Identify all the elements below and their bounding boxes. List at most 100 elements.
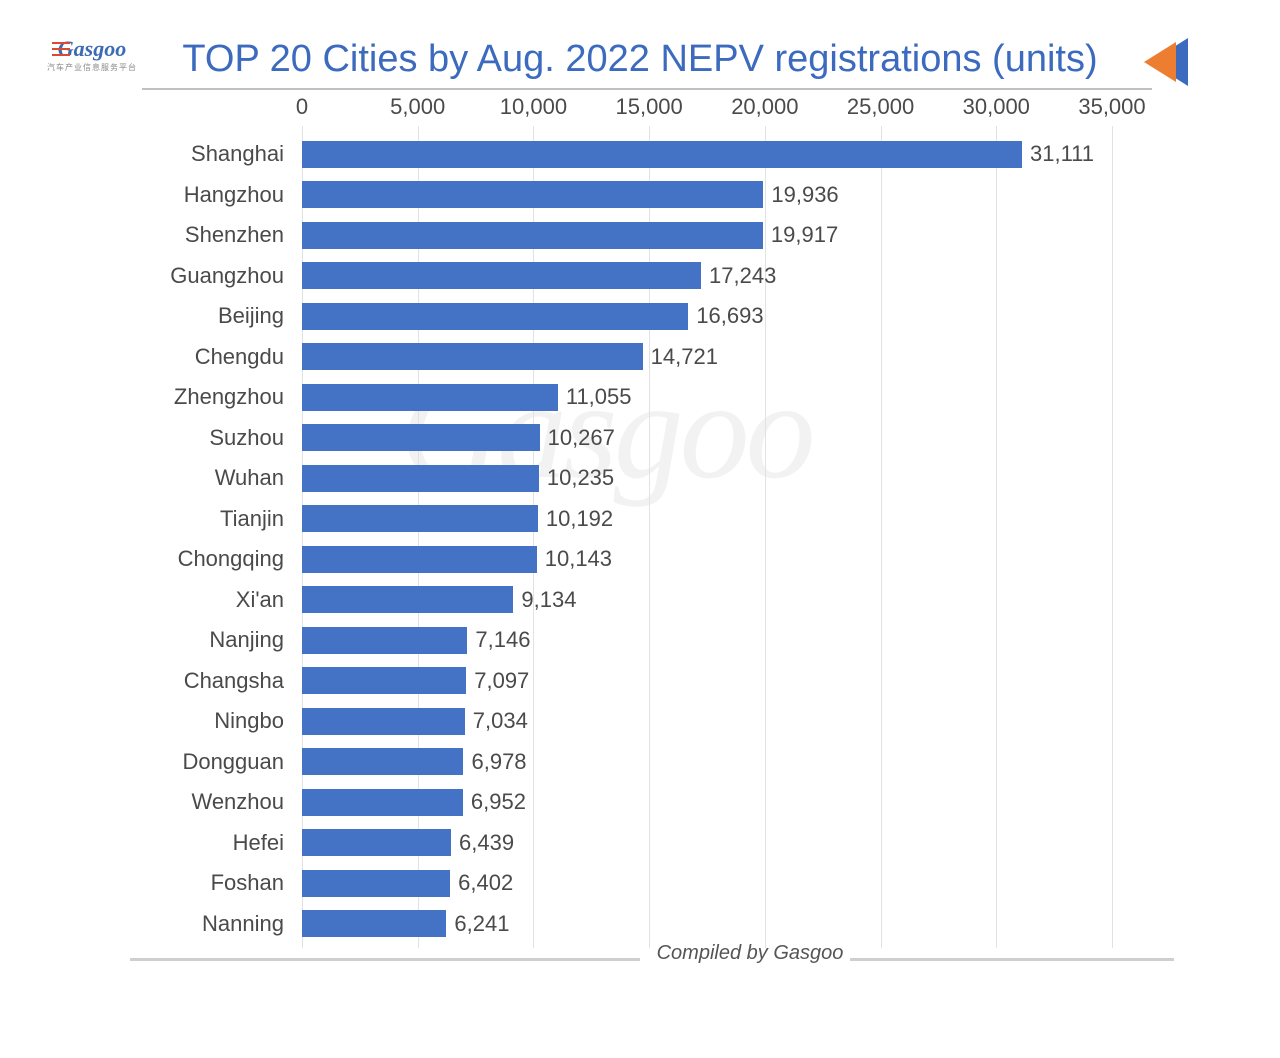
x-tick-label: 10,000 bbox=[500, 94, 567, 120]
city-label: Guangzhou bbox=[142, 263, 302, 289]
bar-row: Suzhou 10,267 bbox=[142, 418, 1152, 459]
city-label: Changsha bbox=[142, 668, 302, 694]
bar-track: 7,034 bbox=[302, 701, 1112, 742]
bar bbox=[302, 708, 465, 735]
city-label: Chengdu bbox=[142, 344, 302, 370]
bar bbox=[302, 910, 446, 937]
value-label: 10,143 bbox=[545, 546, 612, 572]
bar-chart: 0 5,000 10,000 15,000 20,000 25,000 30,000 35,0… bbox=[142, 88, 1152, 948]
bar bbox=[302, 465, 539, 492]
city-label: Suzhou bbox=[142, 425, 302, 451]
city-label: Nanjing bbox=[142, 627, 302, 653]
bar-track: 6,978 bbox=[302, 742, 1112, 783]
bar bbox=[302, 141, 1022, 168]
bar-row: Zhengzhou11,055 bbox=[142, 377, 1152, 418]
x-tick-label: 0 bbox=[296, 94, 308, 120]
x-tick-label: 30,000 bbox=[963, 94, 1030, 120]
bar-track: 10,267 bbox=[302, 418, 1112, 459]
city-label: Xi'an bbox=[142, 587, 302, 613]
bar-row: Nanning 6,241 bbox=[142, 904, 1152, 945]
bar-row: Dongguan6,978 bbox=[142, 742, 1152, 783]
city-label: Shenzhen bbox=[142, 222, 302, 248]
city-label: Beijing bbox=[142, 303, 302, 329]
bar-row: Ningbo 7,034 bbox=[142, 701, 1152, 742]
bar-row: Nanjing 7,146 bbox=[142, 620, 1152, 661]
value-label: 10,192 bbox=[546, 506, 613, 532]
bar-row: Hefei 6,439 bbox=[142, 823, 1152, 864]
bar-row: Changsha 7,097 bbox=[142, 661, 1152, 702]
bar-row: Shenzhen 19,917 bbox=[142, 215, 1152, 256]
value-label: 19,917 bbox=[771, 222, 838, 248]
bar-track: 6,402 bbox=[302, 863, 1112, 904]
city-label: Foshan bbox=[142, 870, 302, 896]
bar bbox=[302, 424, 540, 451]
bar-row: Xi'an 9,134 bbox=[142, 580, 1152, 621]
x-tick-label: 20,000 bbox=[731, 94, 798, 120]
bar bbox=[302, 870, 450, 897]
bar-track: 19,917 bbox=[302, 215, 1112, 256]
value-label: 7,146 bbox=[475, 627, 530, 653]
bar bbox=[302, 748, 463, 775]
value-label: 6,241 bbox=[454, 911, 509, 937]
bar-row: Tianjin 10,192 bbox=[142, 499, 1152, 540]
bar-track: 10,192 bbox=[302, 499, 1112, 540]
bar-track: 6,241 bbox=[302, 904, 1112, 945]
footer-line-right bbox=[850, 958, 1174, 961]
value-label: 6,978 bbox=[471, 749, 526, 775]
compiled-by-label: Compiled by Gasgoo bbox=[650, 942, 850, 965]
bar-track: 14,721 bbox=[302, 337, 1112, 378]
value-label: 16,693 bbox=[696, 303, 763, 329]
city-label: Hefei bbox=[142, 830, 302, 856]
value-label: 6,402 bbox=[458, 870, 513, 896]
bar-track: 10,143 bbox=[302, 539, 1112, 580]
value-label: 7,097 bbox=[474, 668, 529, 694]
value-label: 6,439 bbox=[459, 830, 514, 856]
bar bbox=[302, 627, 467, 654]
bar bbox=[302, 181, 763, 208]
bar bbox=[302, 262, 701, 289]
x-tick-label: 35,000 bbox=[1078, 94, 1145, 120]
bar-track: 16,693 bbox=[302, 296, 1112, 337]
x-tick-label: 15,000 bbox=[615, 94, 682, 120]
bar-row: Foshan 6,402 bbox=[142, 863, 1152, 904]
bar-track: 7,146 bbox=[302, 620, 1112, 661]
value-label: 10,235 bbox=[547, 465, 614, 491]
value-label: 19,936 bbox=[771, 182, 838, 208]
bar-row: Chengdu 14,721 bbox=[142, 337, 1152, 378]
city-label: Nanning bbox=[142, 911, 302, 937]
bar bbox=[302, 303, 688, 330]
value-label: 9,134 bbox=[521, 587, 576, 613]
city-label: Chongqing bbox=[142, 546, 302, 572]
bar bbox=[302, 829, 451, 856]
bar bbox=[302, 667, 466, 694]
bar bbox=[302, 343, 643, 370]
bar-track: 19,936 bbox=[302, 175, 1112, 216]
x-tick-label: 5,000 bbox=[390, 94, 445, 120]
bar-row: Wuhan 10,235 bbox=[142, 458, 1152, 499]
value-label: 31,111 bbox=[1030, 141, 1094, 167]
value-label: 10,267 bbox=[548, 425, 615, 451]
footer-line-left bbox=[130, 958, 640, 961]
bar bbox=[302, 586, 513, 613]
bar-track: 11,055 bbox=[302, 377, 1112, 418]
value-label: 6,952 bbox=[471, 789, 526, 815]
x-tick-label: 25,000 bbox=[847, 94, 914, 120]
bar-row: Guangzhou 17,243 bbox=[142, 256, 1152, 297]
city-label: Hangzhou bbox=[142, 182, 302, 208]
bar-row: Chongqing 10,143 bbox=[142, 539, 1152, 580]
city-label: Ningbo bbox=[142, 708, 302, 734]
bar-row: Beijing 16,693 bbox=[142, 296, 1152, 337]
city-label: Wenzhou bbox=[142, 789, 302, 815]
bar bbox=[302, 546, 537, 573]
value-label: 7,034 bbox=[473, 708, 528, 734]
city-label: Wuhan bbox=[142, 465, 302, 491]
bar-track: 9,134 bbox=[302, 580, 1112, 621]
value-label: 14,721 bbox=[651, 344, 718, 370]
city-label: Tianjin bbox=[142, 506, 302, 532]
bar-row: Shanghai31,111 bbox=[142, 134, 1152, 175]
value-label: 17,243 bbox=[709, 263, 776, 289]
bar-track: 6,952 bbox=[302, 782, 1112, 823]
bars-container: Shanghai31,111 Hangzhou 19,936 Shenzhen 19,9… bbox=[142, 134, 1152, 948]
bar-track: 10,235 bbox=[302, 458, 1112, 499]
bar bbox=[302, 505, 538, 532]
